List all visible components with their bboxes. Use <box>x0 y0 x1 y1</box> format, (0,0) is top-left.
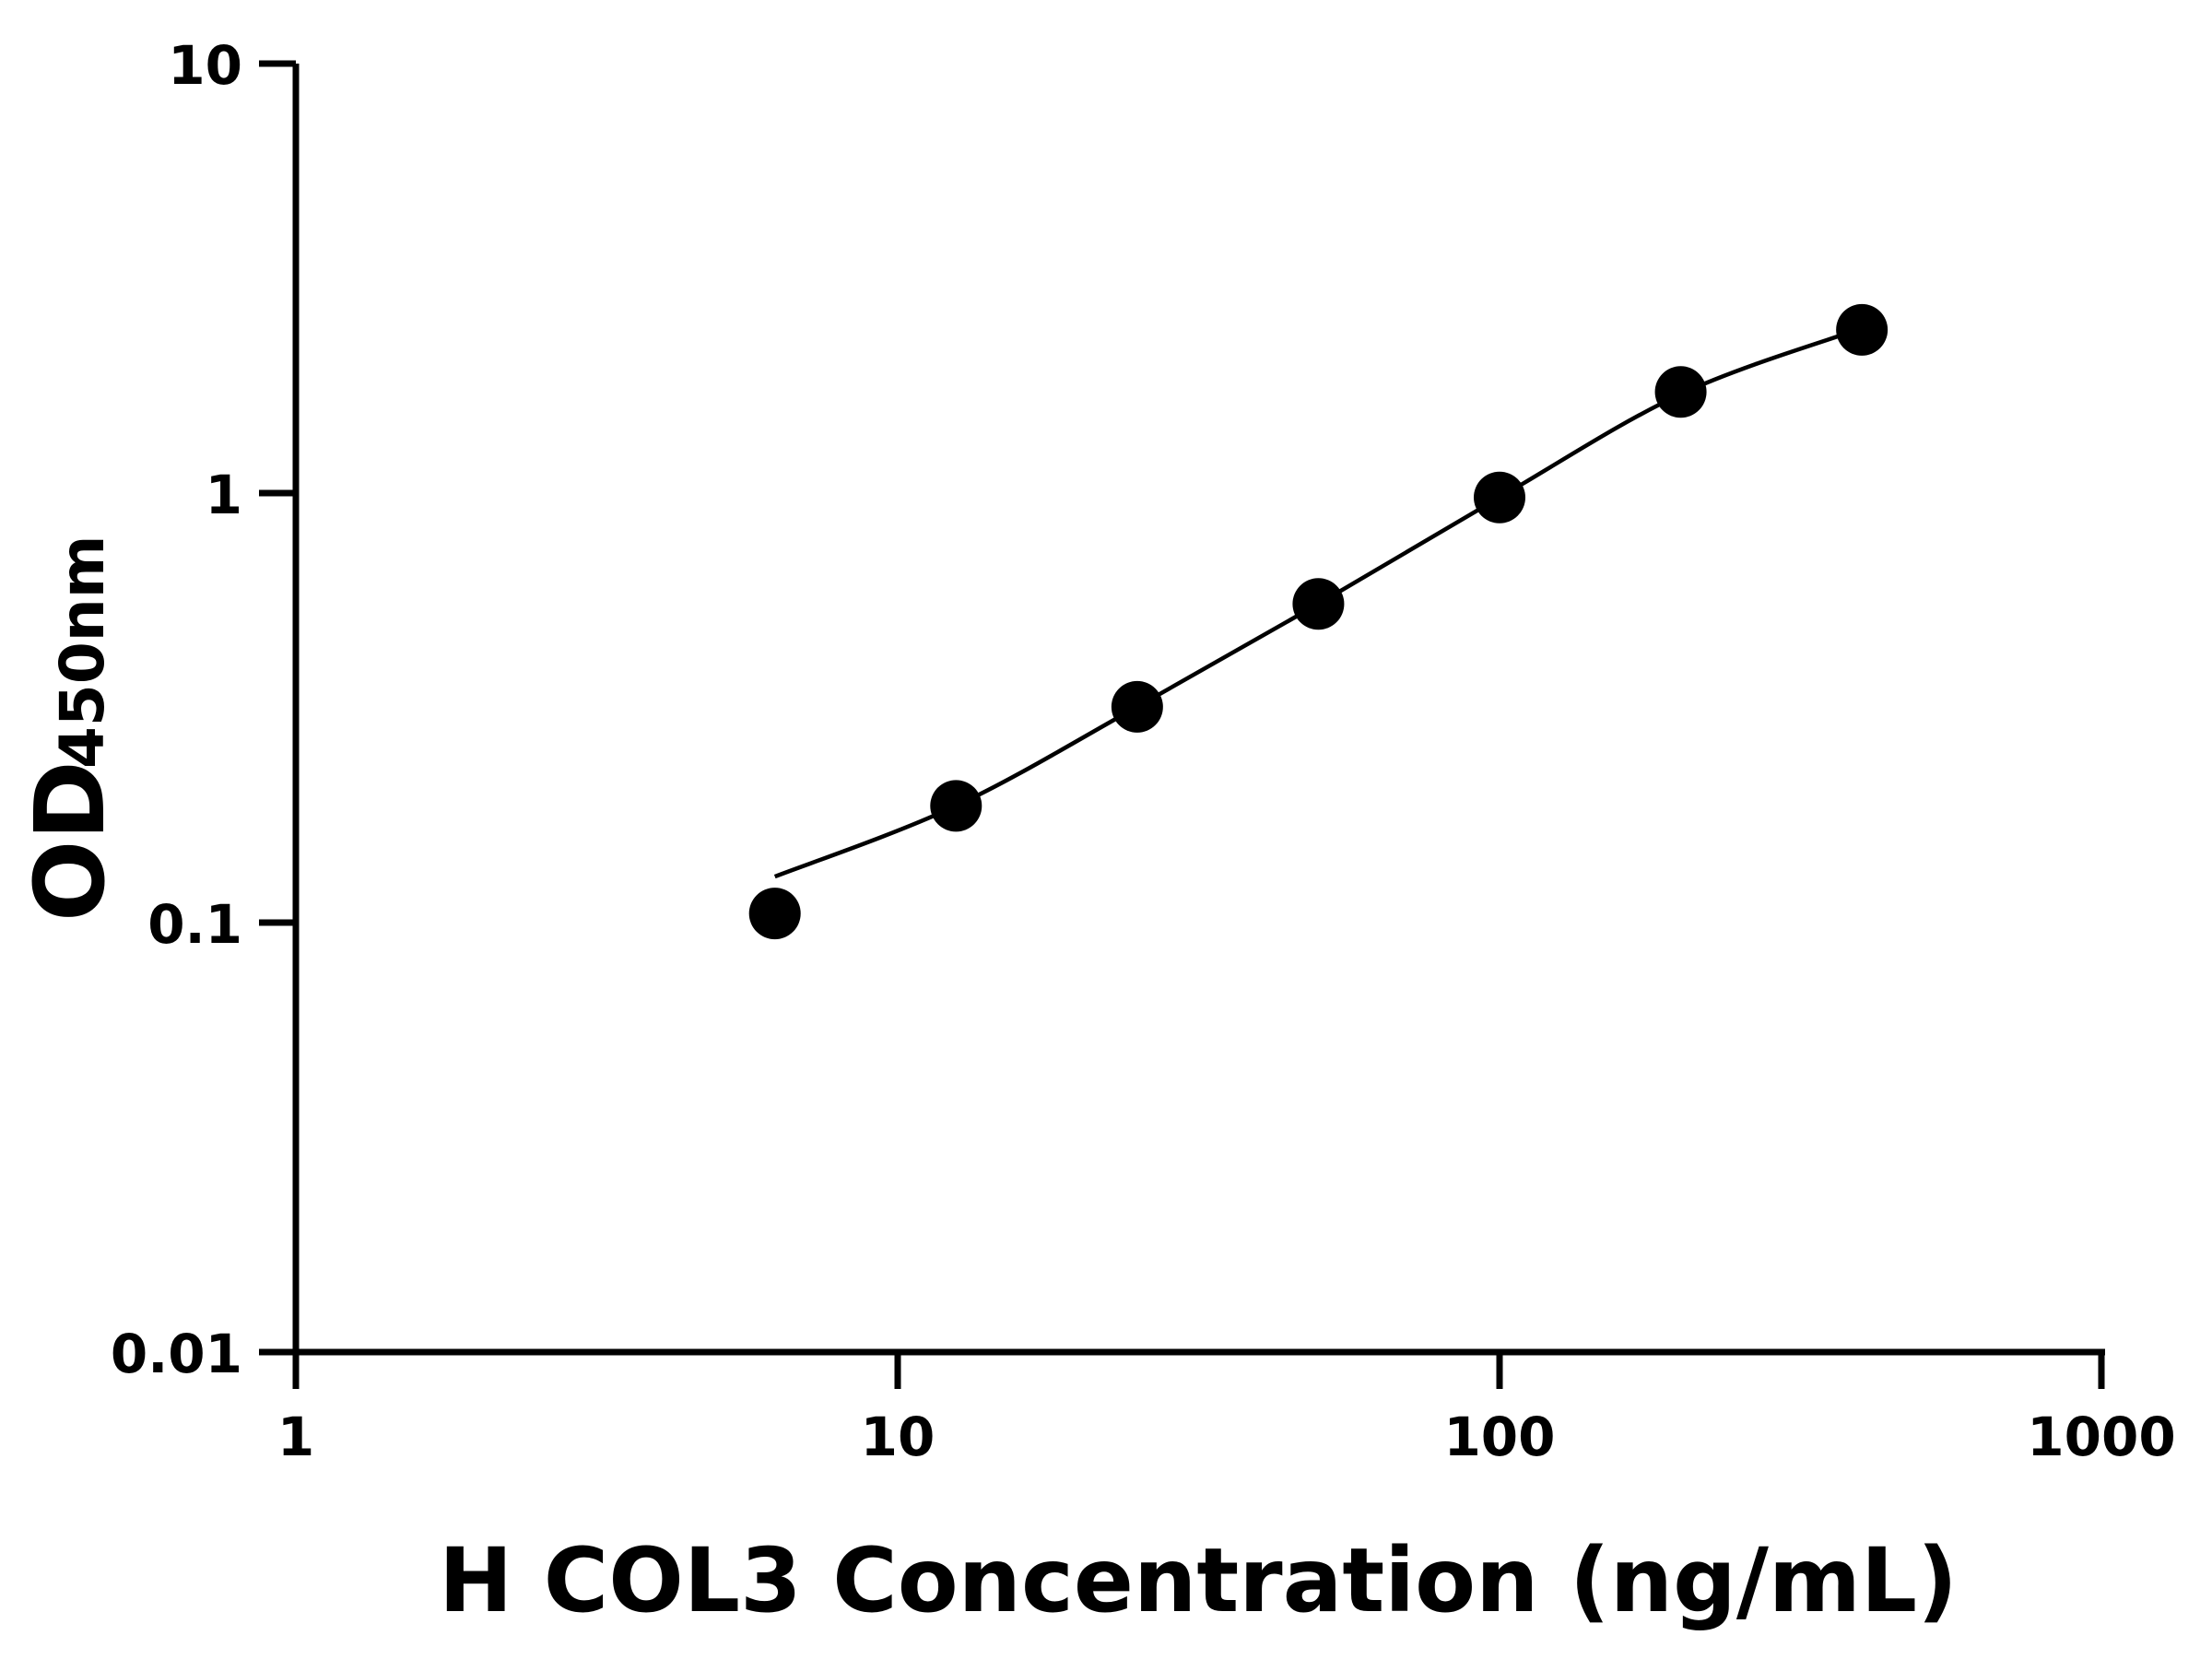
data-point <box>1654 366 1707 418</box>
y-axis-label: OD 450nm <box>14 535 126 922</box>
y-axis-label-sub: 450nm <box>47 535 118 769</box>
data-point <box>1836 303 1888 356</box>
y-tick-label: 1 <box>206 464 242 526</box>
y-axis-label-main: OD <box>14 760 126 922</box>
data-point <box>748 888 801 940</box>
data-points-group <box>748 303 1888 940</box>
y-tick-label: 0.1 <box>147 893 242 956</box>
axes: 1 10 100 1000 0.01 0.1 1 10 <box>111 34 2176 1468</box>
x-tick-label: 1000 <box>2027 1406 2175 1468</box>
data-point <box>1111 680 1163 733</box>
y-tick-label: 0.01 <box>111 1323 242 1385</box>
y-tick-label: 10 <box>168 34 242 97</box>
x-tick-label: 1 <box>277 1406 314 1468</box>
x-axis-label: H COL3 Concentration (ng/mL) <box>439 1529 1958 1632</box>
data-point <box>1292 578 1345 630</box>
x-tick-label: 100 <box>1443 1406 1555 1468</box>
data-point <box>1474 471 1525 524</box>
x-tick-label: 10 <box>861 1406 935 1468</box>
data-point <box>930 780 982 832</box>
